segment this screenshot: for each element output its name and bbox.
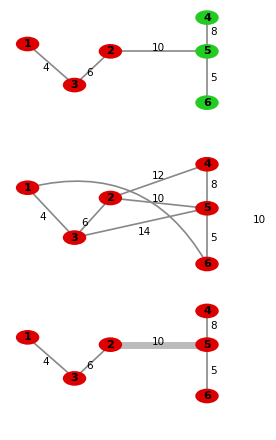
Text: 3: 3 [71, 374, 78, 383]
Text: 10: 10 [253, 215, 266, 225]
Ellipse shape [99, 191, 122, 205]
Text: 10: 10 [152, 194, 165, 205]
Text: 6: 6 [86, 361, 93, 371]
Text: 5: 5 [203, 340, 211, 350]
Text: 4: 4 [39, 212, 46, 222]
Ellipse shape [16, 37, 39, 51]
Text: 6: 6 [203, 98, 211, 108]
Ellipse shape [195, 389, 219, 403]
Text: 4: 4 [203, 306, 211, 316]
Text: 3: 3 [71, 80, 78, 90]
Ellipse shape [195, 95, 219, 110]
Ellipse shape [195, 10, 219, 25]
Text: 1: 1 [24, 183, 31, 193]
Ellipse shape [195, 304, 219, 318]
Ellipse shape [195, 337, 219, 352]
Ellipse shape [99, 337, 122, 352]
Text: 6: 6 [81, 218, 87, 228]
Text: 5: 5 [211, 366, 217, 376]
Text: 2: 2 [107, 340, 114, 350]
Text: 5: 5 [211, 73, 217, 83]
Ellipse shape [63, 230, 86, 245]
Ellipse shape [195, 157, 219, 172]
Text: 4: 4 [42, 356, 49, 367]
Text: 1: 1 [24, 332, 31, 342]
Text: 8: 8 [211, 321, 217, 330]
Text: 5: 5 [211, 233, 217, 242]
Text: 2: 2 [107, 46, 114, 56]
Text: 6: 6 [203, 259, 211, 269]
Text: 2: 2 [107, 193, 114, 203]
Text: 5: 5 [203, 203, 211, 213]
Text: 12: 12 [152, 171, 165, 181]
Text: 14: 14 [138, 227, 152, 237]
Text: 10: 10 [152, 44, 165, 53]
Text: 8: 8 [211, 27, 217, 37]
Text: 6: 6 [86, 68, 93, 77]
Text: 4: 4 [42, 63, 49, 73]
Ellipse shape [63, 78, 86, 92]
Text: 10: 10 [152, 337, 165, 347]
Text: 6: 6 [203, 391, 211, 401]
Ellipse shape [99, 44, 122, 59]
FancyArrowPatch shape [30, 181, 206, 262]
Ellipse shape [195, 201, 219, 216]
Ellipse shape [16, 180, 39, 195]
Text: 8: 8 [211, 180, 217, 190]
Text: 4: 4 [203, 159, 211, 169]
Ellipse shape [195, 257, 219, 271]
Ellipse shape [16, 330, 39, 345]
Ellipse shape [195, 44, 219, 59]
Text: 3: 3 [71, 233, 78, 242]
Ellipse shape [63, 371, 86, 386]
Text: 4: 4 [203, 13, 211, 22]
Text: 1: 1 [24, 39, 31, 49]
Text: 5: 5 [203, 46, 211, 56]
